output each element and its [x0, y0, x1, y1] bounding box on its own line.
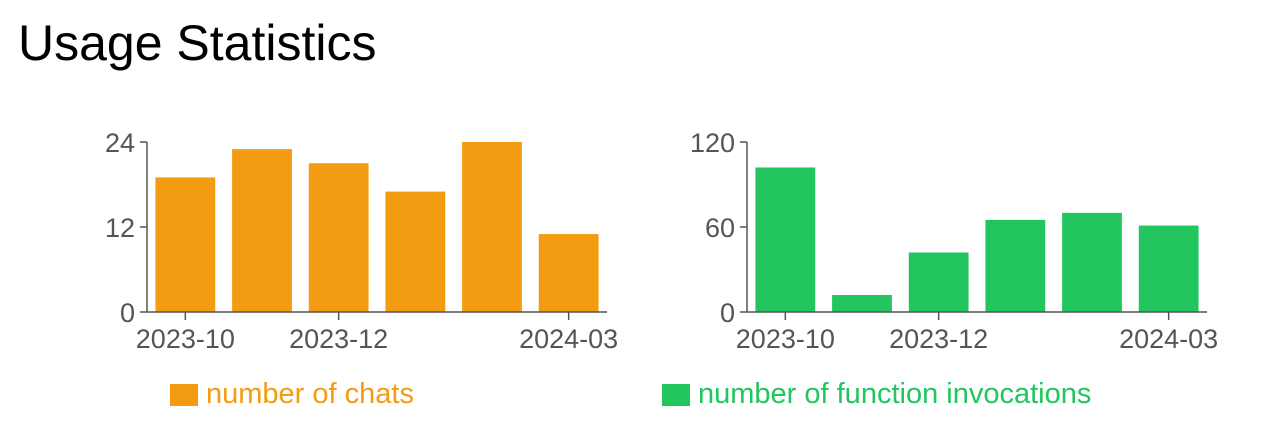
x-tick-label: 2024-03: [1119, 324, 1218, 354]
bar-2023-10: [755, 167, 816, 312]
bar-2023-12: [908, 252, 969, 312]
bar-2024-03: [1138, 225, 1199, 312]
x-tick-label: 2023-10: [136, 324, 235, 354]
chats-legend-label: number of chats: [206, 378, 414, 410]
function-invocations-legend-swatch: [662, 383, 690, 406]
bar-2023-11: [232, 149, 292, 312]
bar-2024-03: [538, 234, 599, 312]
function-invocations-bar-chart: 0 60 120 2023-10 2023-12 2024-03: [690, 128, 1218, 354]
y-tick-label: 120: [690, 128, 735, 158]
x-tick-label: 2023-10: [736, 324, 835, 354]
bar-2024-01: [985, 219, 1046, 312]
chats-legend: number of chats: [170, 378, 414, 411]
bar-2024-01: [385, 191, 446, 312]
bar-2024-02: [462, 142, 522, 312]
x-tick-label: 2024-03: [519, 324, 618, 354]
x-tick-label: 2023-12: [889, 324, 988, 354]
y-tick-label: 12: [105, 213, 135, 243]
y-tick-label: 24: [105, 128, 135, 158]
y-tick-label: 0: [120, 298, 135, 328]
y-tick-label: 0: [720, 298, 735, 328]
chats-legend-swatch: [170, 383, 198, 406]
function-invocations-legend: number of function invocations: [662, 378, 1091, 411]
bar-2023-10: [155, 177, 216, 312]
page-title: Usage Statistics: [18, 15, 377, 71]
function-invocations-legend-label: number of function invocations: [698, 378, 1092, 410]
chats-bar-chart: 0 12 24 2023-10 2023-12 2024-03: [105, 128, 618, 354]
bar-2023-11: [832, 295, 892, 312]
x-tick-label: 2023-12: [289, 324, 388, 354]
bar-2023-12: [308, 163, 369, 312]
bar-2024-02: [1062, 212, 1122, 312]
y-tick-label: 60: [705, 213, 735, 243]
